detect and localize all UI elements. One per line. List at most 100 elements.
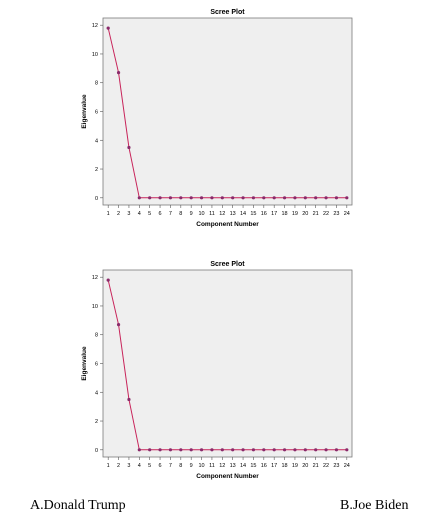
data-point (241, 196, 245, 200)
data-point (303, 196, 307, 200)
data-point (293, 448, 297, 452)
x-tick-label: 18 (282, 211, 288, 217)
data-point (106, 26, 110, 30)
x-tick-label: 5 (148, 463, 151, 469)
data-point (158, 448, 162, 452)
data-point (282, 196, 287, 200)
x-tick-label: 19 (292, 463, 298, 469)
x-tick-label: 22 (323, 211, 329, 217)
x-tick-label: 12 (219, 211, 225, 217)
y-axis-label: Eigenvalue (81, 94, 88, 129)
data-point (148, 448, 152, 452)
y-tick-label: 12 (92, 23, 98, 29)
x-tick-label: 3 (127, 463, 130, 469)
y-axis-label: Eigenvalue (81, 346, 88, 381)
chart-title: Scree Plot (210, 9, 245, 16)
chart-title: Scree Plot (210, 261, 245, 268)
data-point (324, 196, 328, 200)
x-tick-label: 22 (323, 463, 329, 469)
x-tick-label: 14 (240, 211, 246, 217)
x-tick-label: 24 (344, 463, 350, 469)
x-tick-label: 16 (261, 211, 267, 217)
data-point (210, 196, 214, 200)
data-point (199, 196, 204, 200)
x-tick-label: 10 (199, 463, 205, 469)
scree-plot-a: Scree Plot 0 2 4 6 8 10 12 1 2 3 4 5 6 7 8 9 10 11 12 13 14 15… (0, 0, 434, 230)
y-tick-label: 0 (95, 196, 98, 202)
x-tick-label: 14 (240, 463, 246, 469)
data-point (116, 71, 121, 75)
series-line (107, 27, 347, 199)
scree-plot-b: Scree Plot 0 2 4 6 8 10 12 1 2 3 4 5 6 7 8 9 10 11 12 13 14 15… (0, 252, 434, 482)
y-tick-label: 10 (92, 52, 98, 58)
x-tick-label: 7 (169, 463, 172, 469)
data-point (345, 196, 349, 200)
data-point (334, 196, 339, 200)
y-tick-label: 0 (95, 448, 98, 454)
x-tick-label: 20 (302, 211, 308, 217)
y-tick-label: 6 (95, 362, 98, 368)
x-tick-label: 4 (138, 463, 141, 469)
x-tick-label: 1 (107, 211, 110, 217)
x-tick-label: 16 (261, 463, 267, 469)
x-tick-label: 3 (127, 211, 130, 217)
y-tick-label: 6 (95, 110, 98, 116)
x-tick-label: 2 (117, 463, 120, 469)
x-tick-label: 8 (179, 463, 182, 469)
data-point (148, 196, 152, 200)
y-tick-label: 8 (95, 333, 98, 339)
x-tick-label: 21 (313, 211, 319, 217)
data-point (314, 448, 318, 452)
y-tick-label: 2 (95, 419, 98, 425)
data-point (220, 448, 224, 452)
data-point (189, 196, 193, 200)
x-tick-label: 11 (209, 463, 215, 469)
caption-donald-trump: A.Donald Trump (30, 498, 126, 513)
data-point (127, 145, 131, 150)
data-point (168, 196, 173, 200)
plot-area (102, 17, 353, 206)
data-point (241, 448, 245, 452)
data-point (262, 448, 266, 452)
y-tick-label: 4 (95, 138, 98, 144)
x-tick-label: 21 (313, 463, 319, 469)
data-point (127, 397, 131, 402)
caption-joe-biden: B.Joe Biden (340, 498, 409, 513)
x-tick-label: 5 (148, 211, 151, 217)
data-point (158, 196, 162, 200)
data-point (303, 448, 307, 452)
x-tick-label: 11 (209, 211, 215, 217)
data-point (324, 448, 328, 452)
y-tick-label: 12 (92, 275, 98, 281)
series-line (107, 279, 347, 451)
data-point (137, 448, 141, 452)
x-tick-label: 8 (179, 211, 182, 217)
data-point (179, 448, 183, 452)
data-point (272, 196, 276, 200)
data-point (282, 448, 287, 452)
x-tick-label: 2 (117, 211, 120, 217)
x-tick-label: 4 (138, 211, 141, 217)
y-tick-label: 2 (95, 167, 98, 173)
data-point (334, 448, 339, 452)
y-tick-label: 10 (92, 304, 98, 310)
x-tick-label: 23 (333, 211, 339, 217)
x-tick-label: 20 (302, 463, 308, 469)
data-point (231, 448, 235, 452)
data-point (272, 448, 276, 452)
data-point (314, 196, 318, 200)
x-tick-label: 9 (190, 211, 193, 217)
x-axis-label: Component Number (196, 221, 259, 228)
x-tick-label: 1 (107, 463, 110, 469)
x-tick-label: 13 (230, 463, 236, 469)
data-point (210, 448, 214, 452)
x-tick-label: 9 (190, 463, 193, 469)
data-point (189, 448, 193, 452)
x-tick-label: 12 (219, 463, 225, 469)
data-point (251, 448, 256, 452)
data-point (168, 448, 173, 452)
data-point (137, 196, 141, 200)
data-point (179, 196, 183, 200)
